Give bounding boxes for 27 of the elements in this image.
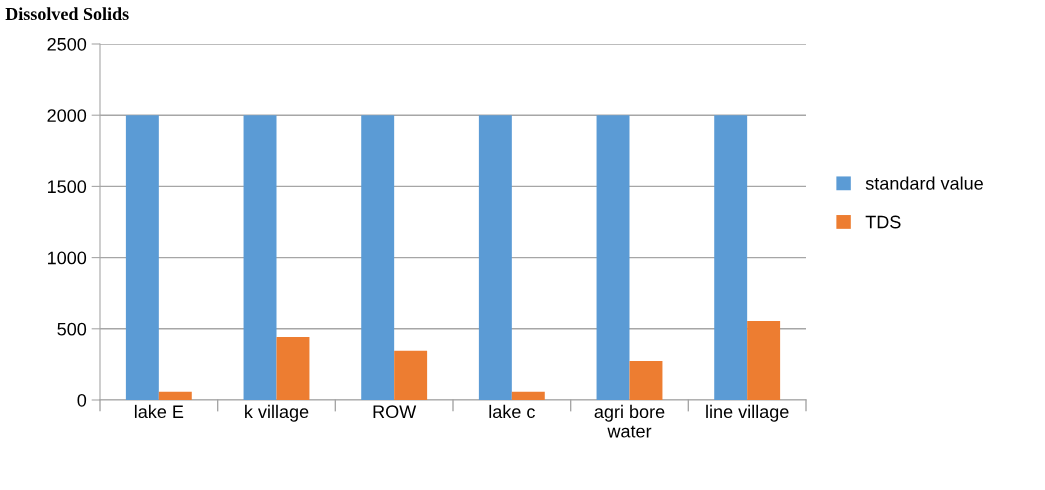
bar [629, 360, 663, 400]
bar [276, 337, 310, 400]
bar [596, 115, 630, 400]
x-tick-label: lake E [134, 404, 184, 419]
y-tick-label: 2500 [47, 37, 87, 51]
y-tick-label: 2000 [47, 109, 87, 122]
bar [478, 115, 512, 400]
legend-label: TDS [865, 215, 901, 229]
x-tick-label: agri bore water [594, 404, 665, 438]
bar [158, 391, 192, 400]
y-tick-label: 500 [57, 322, 87, 336]
x-tick-label: lake c [489, 404, 535, 419]
bar [361, 115, 395, 400]
x-tick-label: line village [706, 404, 789, 422]
bar [394, 350, 428, 400]
bar [511, 391, 545, 400]
bar [714, 115, 748, 400]
chart-title: Dissolved Solids [5, 7, 129, 21]
bar [243, 115, 277, 400]
y-tick-label: 1500 [48, 180, 87, 194]
bar [125, 115, 159, 400]
x-tick-label: ROW [373, 405, 417, 419]
legend-label: standard value [865, 176, 983, 190]
x-tick-label: k village [245, 404, 309, 422]
y-tick-label: 0 [77, 393, 87, 407]
bar [747, 320, 781, 400]
y-tick-label: 1000 [48, 251, 87, 265]
